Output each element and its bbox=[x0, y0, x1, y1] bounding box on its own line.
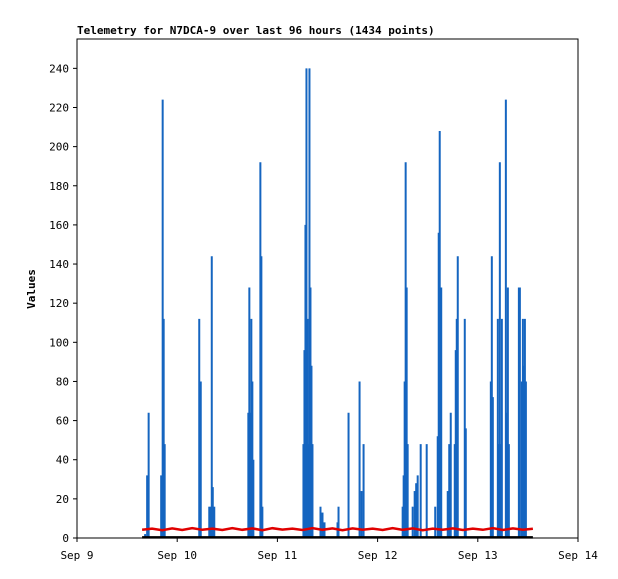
series-0 bbox=[144, 68, 527, 538]
chart-title: Telemetry for N7DCA-9 over last 96 hours… bbox=[77, 24, 435, 37]
x-tick-label: Sep 13 bbox=[458, 549, 498, 562]
x-tick-label: Sep 14 bbox=[558, 549, 598, 562]
y-axis: 0 20 40 60 80 100 120 140 160 180 200 220 240 bbox=[49, 62, 77, 545]
series-layer bbox=[141, 68, 534, 539]
x-tick-label: Sep 9 bbox=[60, 549, 93, 562]
series-1 bbox=[141, 526, 534, 532]
y-tick-label: 60 bbox=[56, 415, 69, 428]
x-axis: Sep 9 Sep 10 Sep 11 Sep 12 Sep 13 Sep 14 bbox=[60, 538, 598, 562]
y-tick-label: 180 bbox=[49, 180, 69, 193]
y-tick-label: 140 bbox=[49, 258, 69, 271]
y-tick-label: 220 bbox=[49, 101, 69, 114]
y-tick-label: 100 bbox=[49, 336, 69, 349]
y-tick-label: 0 bbox=[62, 532, 69, 545]
y-tick-label: 200 bbox=[49, 141, 69, 154]
y-tick-label: 80 bbox=[56, 375, 69, 388]
y-axis-title: Values bbox=[25, 269, 38, 309]
y-tick-label: 160 bbox=[49, 219, 69, 232]
y-tick-label: 240 bbox=[49, 62, 69, 75]
y-tick-label: 120 bbox=[49, 297, 69, 310]
y-tick-label: 20 bbox=[56, 493, 69, 506]
x-tick-label: Sep 12 bbox=[358, 549, 398, 562]
x-tick-label: Sep 11 bbox=[258, 549, 298, 562]
x-tick-label: Sep 10 bbox=[157, 549, 197, 562]
y-tick-label: 40 bbox=[56, 454, 69, 467]
series-line bbox=[141, 526, 534, 532]
plot-frame bbox=[76, 38, 579, 539]
